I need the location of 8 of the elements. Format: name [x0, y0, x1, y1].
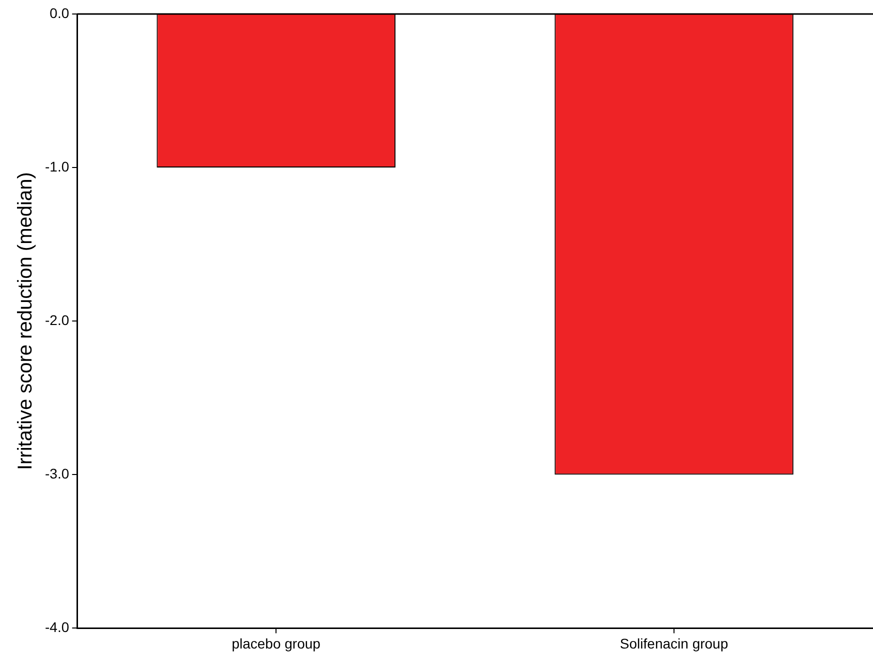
x-tick-label: placebo group [232, 635, 321, 652]
y-tick-label: 0.0 [50, 4, 70, 21]
x-tick-label: Solifenacin group [620, 635, 728, 652]
y-tick-label: -4.0 [45, 619, 70, 636]
y-axis-title: Irritative score reduction (median) [14, 172, 37, 470]
y-tick-label: -1.0 [45, 158, 70, 174]
y-tick-label: -3.0 [45, 466, 70, 482]
y-tick-label: -2.0 [45, 312, 70, 328]
